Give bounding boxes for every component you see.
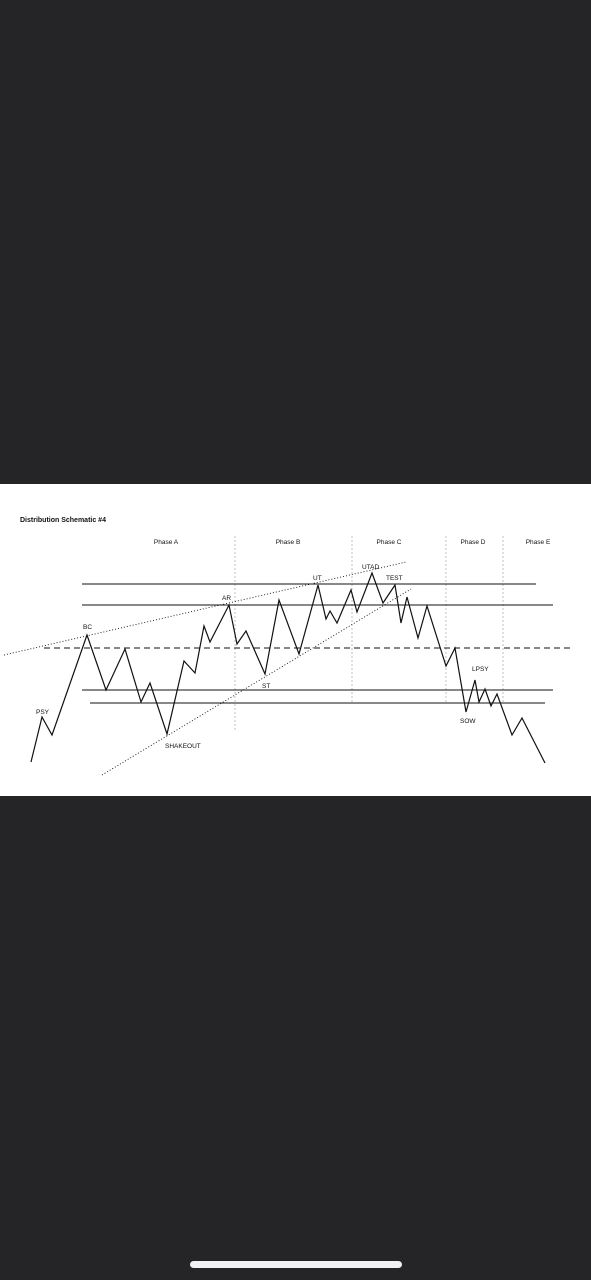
phase-d-label: Phase D (461, 539, 486, 546)
label-bc: BC (83, 624, 92, 631)
label-psy: PSY (36, 709, 50, 716)
phase-c-label: Phase C (377, 539, 402, 546)
range-lines (82, 583, 553, 704)
label-utad: UTAD (362, 564, 380, 571)
price-path (30, 571, 546, 764)
label-ut: UT (313, 575, 322, 582)
diagram-title: Distribution Schematic #4 (20, 517, 106, 524)
lower-trend-line (101, 588, 412, 776)
label-lpsy: LPSY (472, 666, 489, 673)
upper-trend-line (3, 561, 407, 656)
phase-e-label: Phase E (526, 539, 551, 546)
home-indicator[interactable] (190, 1261, 402, 1268)
label-sow: SOW (460, 718, 476, 725)
label-test: TEST (386, 575, 403, 582)
schematic-diagram: Distribution Schematic #4 Phase A Phase … (3, 517, 570, 776)
label-shakeout: SHAKEOUT (165, 743, 201, 750)
phase-a-label: Phase A (154, 539, 179, 546)
label-st: ST (262, 683, 270, 690)
trend-lines (3, 561, 412, 776)
schematic-panel: Distribution Schematic #4 Phase A Phase … (0, 484, 591, 796)
phase-b-label: Phase B (276, 539, 301, 546)
label-ar: AR (222, 595, 231, 602)
